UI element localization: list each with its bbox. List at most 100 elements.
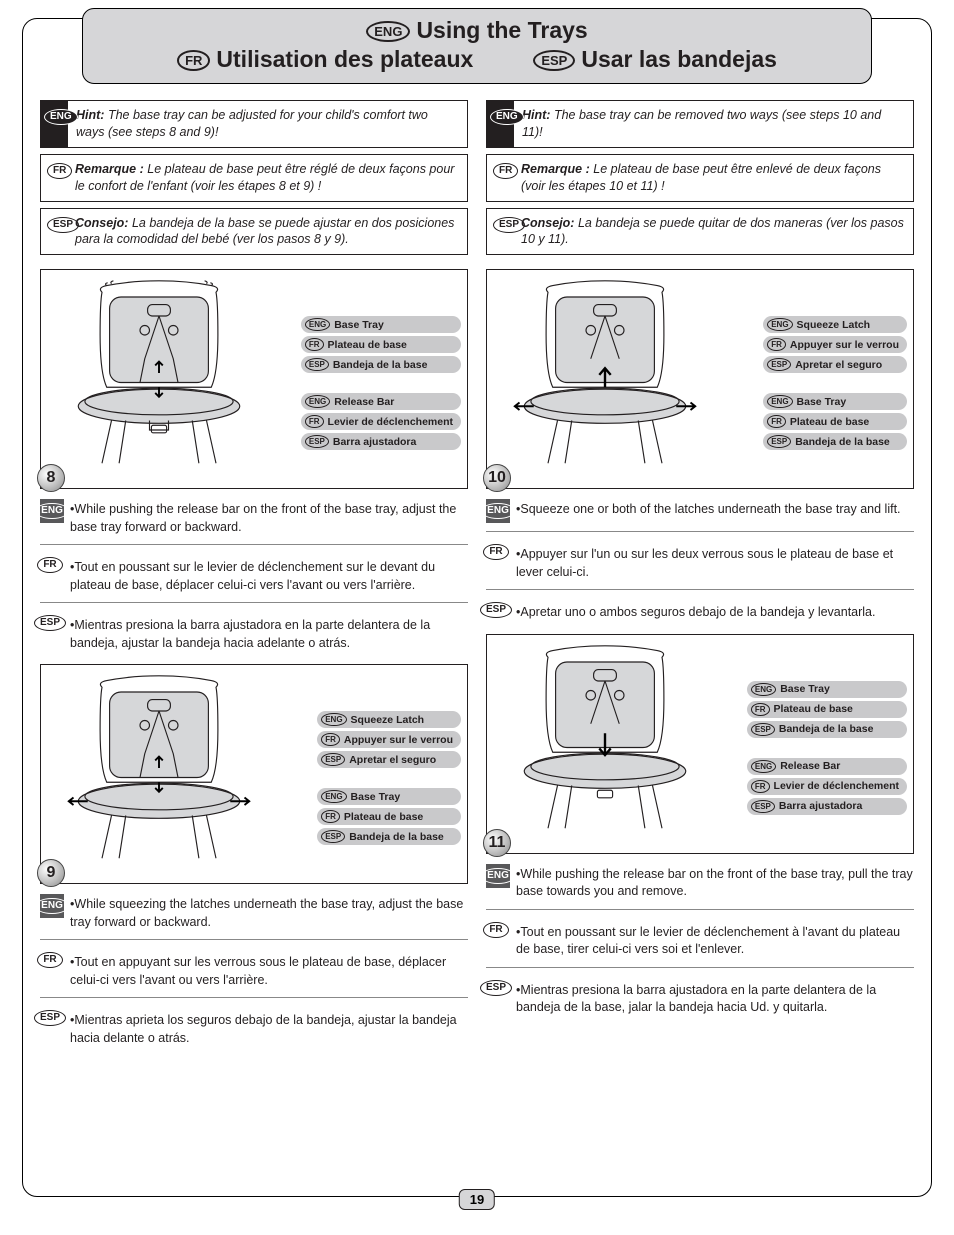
label-base-tray-esp: ESPBandeja de la base — [317, 828, 461, 845]
eng-icon: ENG — [481, 868, 515, 884]
label-squeeze-fr: FRAppuyer sur le verrou — [317, 731, 461, 748]
esp-icon: ESP — [493, 217, 525, 233]
label-base-tray-esp: ESPBandeja de la base — [301, 356, 461, 373]
hint-label: Consejo: — [521, 216, 574, 230]
title-line-1: ENG Using the Trays — [103, 17, 851, 44]
instr-11-fr: FR •Tout en poussant sur le levier de dé… — [486, 922, 914, 968]
label-base-tray: ENGBase Tray — [317, 788, 461, 805]
instr-text: Mientras presiona la barra ajustadora en… — [70, 618, 430, 650]
fr-icon: FR — [37, 952, 62, 968]
page-number: 19 — [459, 1189, 495, 1210]
esp-badge: ESP — [533, 50, 575, 71]
instr-text: Tout en poussant sur le levier de déclen… — [516, 925, 900, 957]
figure-8-box: ENGBase Tray FRPlateau de base ESPBandej… — [40, 269, 468, 489]
label-base-tray: ENGBase Tray — [301, 316, 461, 333]
fr-icon: FR — [483, 544, 508, 560]
label-release-bar-fr: FRLevier de déclenchement — [747, 778, 907, 795]
title-fr: Utilisation des plateaux — [216, 46, 473, 72]
hint-eng-left: ENG Hint: The base tray can be adjusted … — [40, 100, 468, 148]
instr-text: While pushing the release bar on the fro… — [70, 502, 456, 534]
fr-icon: FR — [47, 163, 72, 179]
label-squeeze: ENGSqueeze Latch — [317, 711, 461, 728]
label-release-bar-fr: FRLevier de déclenchement — [301, 413, 461, 430]
hint-text: La bandeja se puede quitar de dos manera… — [521, 216, 904, 247]
title-eng: Using the Trays — [416, 17, 587, 43]
content-columns: ENG Hint: The base tray can be adjusted … — [40, 100, 914, 1217]
hint-label: Hint: — [76, 108, 104, 122]
title-esp: Usar las bandejas — [581, 46, 777, 72]
instr-10-fr: FR •Appuyer sur l'un ou sur les deux ver… — [486, 544, 914, 590]
hint-text: La bandeja de la base se puede ajustar e… — [75, 216, 454, 247]
label-base-tray: ENGBase Tray — [747, 681, 907, 698]
highchair-illustration-9 — [49, 673, 269, 863]
instr-8-eng: ENG •While pushing the release bar on th… — [40, 499, 468, 545]
instr-text: Mientras aprieta los seguros debajo de l… — [70, 1013, 457, 1045]
label-base-tray-fr: FRPlateau de base — [747, 701, 907, 718]
hint-label: Consejo: — [75, 216, 128, 230]
instr-text: While squeezing the latches underneath t… — [70, 897, 463, 929]
figure-number-11: 11 — [483, 829, 511, 857]
highchair-illustration-10 — [495, 278, 715, 468]
hint-label: Remarque : — [521, 162, 590, 176]
label-base-tray-fr: FRPlateau de base — [763, 413, 907, 430]
hint-label: Remarque : — [75, 162, 144, 176]
esp-icon: ESP — [34, 1010, 66, 1026]
instr-9-fr: FR •Tout en appuyant sur les verrous sou… — [40, 952, 468, 998]
instr-11-eng: ENG •While pushing the release bar on th… — [486, 864, 914, 910]
highchair-illustration-8 — [49, 278, 269, 468]
hint-text: The base tray can be removed two ways (s… — [522, 108, 881, 139]
fig10-labels: ENGSqueeze Latch FRAppuyer sur le verrou… — [763, 316, 907, 450]
instr-text: Appuyer sur l'un ou sur les deux verrous… — [516, 547, 893, 579]
instr-text: Tout en appuyant sur les verrous sous le… — [70, 955, 446, 987]
instr-8-esp: ESP •Mientras presiona la barra ajustado… — [40, 615, 468, 652]
label-base-tray-esp: ESPBandeja de la base — [747, 721, 907, 738]
label-release-bar-esp: ESPBarra ajustadora — [301, 433, 461, 450]
fr-icon: FR — [37, 557, 62, 573]
eng-badge: ENG — [366, 21, 410, 42]
label-release-bar: ENGRelease Bar — [301, 393, 461, 410]
instr-text: Apretar uno o ambos seguros debajo de la… — [520, 605, 875, 619]
label-base-tray-fr: FRPlateau de base — [317, 808, 461, 825]
hint-esp-right: ESP Consejo: La bandeja se puede quitar … — [486, 208, 914, 256]
eng-icon: ENG — [35, 898, 69, 914]
fr-icon: FR — [483, 922, 508, 938]
fig8-labels: ENGBase Tray FRPlateau de base ESPBandej… — [301, 316, 461, 450]
figure-9-box: ENGSqueeze Latch FRAppuyer sur le verrou… — [40, 664, 468, 884]
instr-10-eng: ENG •Squeeze one or both of the latches … — [486, 499, 914, 532]
fig9-labels: ENGSqueeze Latch FRAppuyer sur le verrou… — [317, 711, 461, 845]
label-base-tray: ENGBase Tray — [763, 393, 907, 410]
instr-11-esp: ESP •Mientras presiona la barra ajustado… — [486, 980, 914, 1017]
instr-9-eng: ENG •While squeezing the latches underne… — [40, 894, 468, 940]
label-squeeze-esp: ESPApretar el seguro — [317, 751, 461, 768]
highchair-illustration-11 — [495, 643, 715, 833]
hint-text: The base tray can be adjusted for your c… — [76, 108, 428, 139]
instr-text: Squeeze one or both of the latches under… — [520, 502, 900, 516]
label-release-bar-esp: ESPBarra ajustadora — [747, 798, 907, 815]
label-squeeze-fr: FRAppuyer sur le verrou — [763, 336, 907, 353]
label-release-bar: ENGRelease Bar — [747, 758, 907, 775]
instr-text: While pushing the release bar on the fro… — [516, 867, 913, 899]
hint-label: Hint: — [522, 108, 550, 122]
eng-icon: ENG — [481, 503, 515, 519]
hint-fr-left: FR Remarque : Le plateau de base peut êt… — [40, 154, 468, 202]
label-squeeze-esp: ESPApretar el seguro — [763, 356, 907, 373]
hint-eng-right: ENG Hint: The base tray can be removed t… — [486, 100, 914, 148]
esp-icon: ESP — [34, 615, 66, 631]
title-line-2: FR Utilisation des plateaux ESP Usar las b… — [103, 46, 851, 73]
fig11-labels: ENGBase Tray FRPlateau de base ESPBandej… — [747, 681, 907, 815]
esp-icon: ESP — [480, 980, 512, 996]
hint-esp-left: ESP Consejo: La bandeja de la base se pu… — [40, 208, 468, 256]
label-base-tray-fr: FRPlateau de base — [301, 336, 461, 353]
instr-text: Tout en poussant sur le levier de déclen… — [70, 560, 435, 592]
instr-10-esp: ESP •Apretar uno o ambos seguros debajo … — [486, 602, 914, 622]
fr-badge: FR — [177, 50, 210, 71]
figure-11-box: ENGBase Tray FRPlateau de base ESPBandej… — [486, 634, 914, 854]
instr-9-esp: ESP •Mientras aprieta los seguros debajo… — [40, 1010, 468, 1047]
eng-icon: ENG — [35, 503, 69, 519]
label-squeeze: ENGSqueeze Latch — [763, 316, 907, 333]
hint-fr-right: FR Remarque : Le plateau de base peut êt… — [486, 154, 914, 202]
label-base-tray-esp: ESPBandeja de la base — [763, 433, 907, 450]
fr-icon: FR — [493, 163, 518, 179]
esp-icon: ESP — [480, 602, 512, 618]
eng-icon: ENG — [490, 109, 524, 125]
